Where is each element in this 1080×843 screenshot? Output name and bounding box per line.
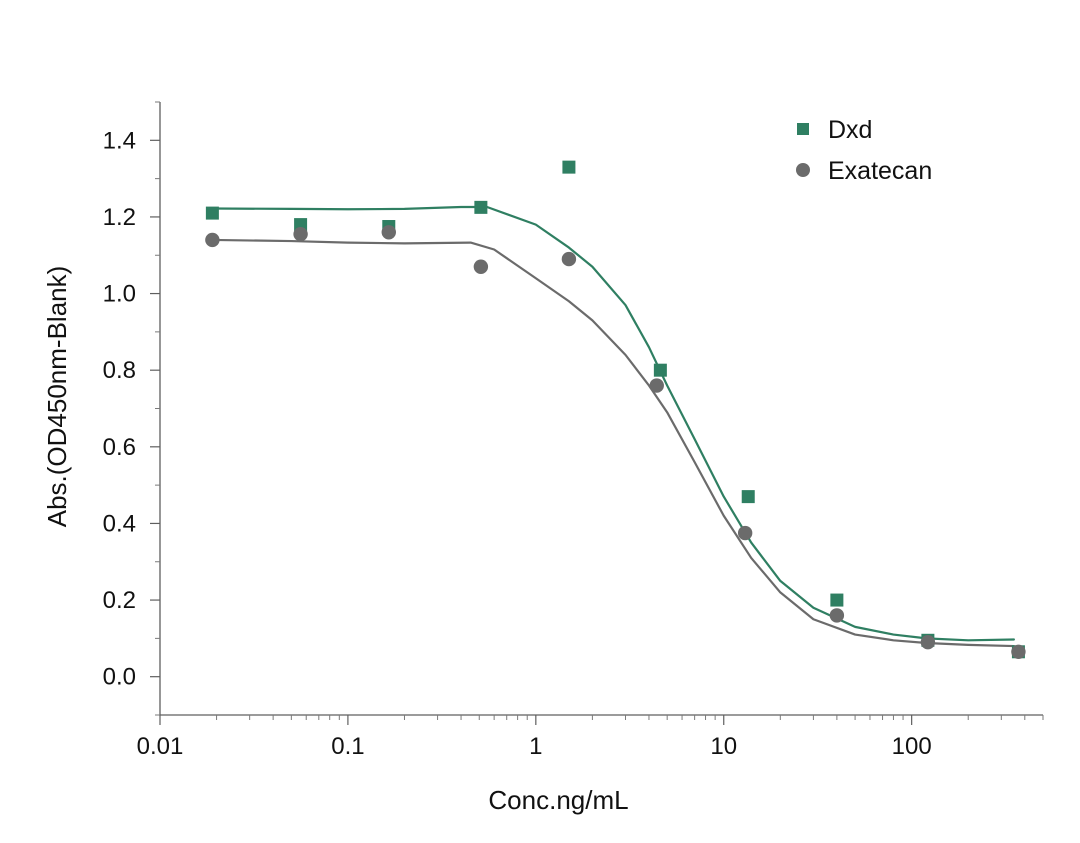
axes-layer: 0.0 0.2 0.4 0.6 0.8 1.0 1.2 1.4 0.01 0.1 1 10 100 xyxy=(103,101,1044,760)
x-tick-label: 100 xyxy=(892,733,932,760)
data-point-exatecan xyxy=(737,525,753,541)
x-tick-label: 0.01 xyxy=(137,733,184,760)
data-point-exatecan xyxy=(829,608,845,623)
data-point-dxd xyxy=(562,160,576,174)
y-tick-label: 0.0 xyxy=(103,664,136,691)
data-point-exatecan xyxy=(205,232,220,248)
legend-label-dxd: Dxd xyxy=(828,116,872,144)
data-point-exatecan xyxy=(649,378,664,393)
x-tick-label: 10 xyxy=(710,733,737,760)
data-point-exatecan xyxy=(1011,644,1026,659)
fit-line-dxd xyxy=(211,205,1015,642)
y-tick-label: 1.2 xyxy=(103,204,136,231)
y-axis-title: Abs.(OD450nm-Blank) xyxy=(42,266,72,528)
data-point-dxd xyxy=(653,363,667,377)
legend-label-exatecan: Exatecan xyxy=(828,157,932,185)
curves-layer xyxy=(211,205,1015,648)
y-tick-label: 0.6 xyxy=(103,434,136,461)
data-point-exatecan xyxy=(561,251,577,267)
data-point-dxd xyxy=(205,206,219,220)
x-axis-title: Conc.ng/mL xyxy=(488,785,628,815)
points-layer xyxy=(205,160,1026,659)
data-point-exatecan xyxy=(473,259,489,274)
y-tick-label: 1.4 xyxy=(103,127,136,154)
data-point-dxd xyxy=(741,490,755,504)
legend-marker-dxd xyxy=(797,123,809,135)
y-tick-label: 0.2 xyxy=(103,587,136,614)
legend-marker-exatecan xyxy=(796,163,810,177)
data-point-exatecan xyxy=(381,225,396,240)
data-point-dxd xyxy=(474,200,488,214)
y-tick-label: 1.0 xyxy=(103,281,136,308)
data-point-exatecan xyxy=(920,635,936,650)
fit-line-exatecan xyxy=(211,238,1015,648)
x-tick-label: 0.1 xyxy=(331,733,364,760)
data-point-exatecan xyxy=(293,226,308,242)
y-tick-label: 0.4 xyxy=(103,510,136,537)
legend: Dxd Exatecan xyxy=(796,116,932,185)
x-tick-label: 1 xyxy=(529,733,542,760)
data-point-dxd xyxy=(830,593,844,607)
y-tick-label: 0.8 xyxy=(103,357,136,384)
